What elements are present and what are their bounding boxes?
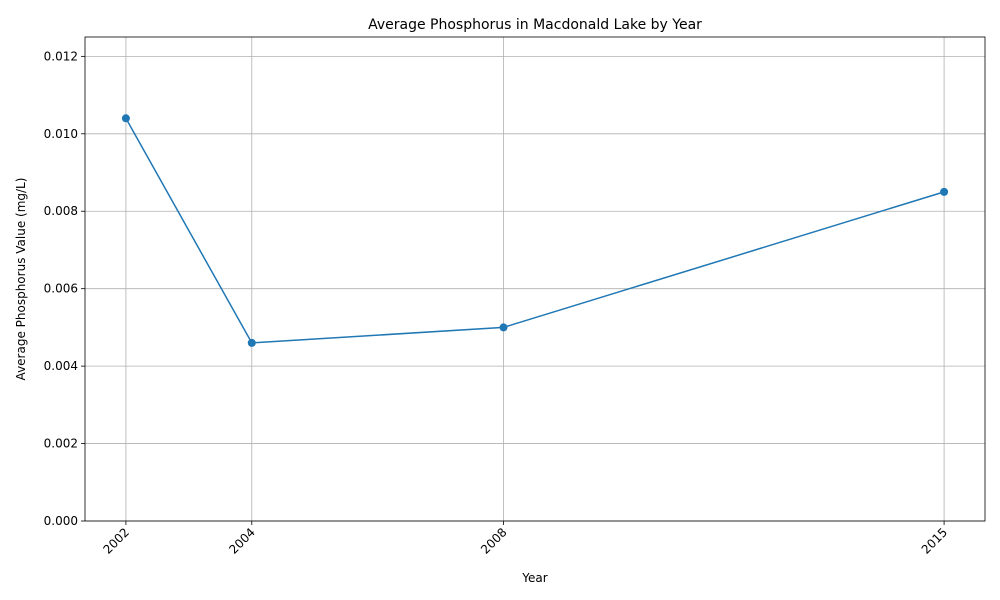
y-axis-label: Average Phosphorus Value (mg/L) bbox=[14, 178, 28, 381]
series-line bbox=[125, 117, 945, 344]
x-tick-label: 2008 bbox=[478, 525, 509, 556]
x-tick-label: 2015 bbox=[919, 525, 950, 556]
y-tick-label: 0.008 bbox=[44, 204, 78, 218]
ticks: 2002 2004 2008 2015 0.000 0.002 0.004 0.006 0.00… bbox=[44, 49, 951, 556]
x-tick-label: 2002 bbox=[101, 525, 132, 556]
grid bbox=[85, 37, 985, 522]
data-point bbox=[499, 323, 508, 332]
y-tick-label: 0.012 bbox=[44, 49, 78, 63]
series-layer bbox=[121, 114, 949, 347]
y-tick-label: 0.000 bbox=[44, 514, 78, 528]
plot-frame bbox=[84, 36, 986, 522]
y-tick-label: 0.010 bbox=[44, 127, 78, 141]
data-point bbox=[121, 114, 130, 123]
data-point bbox=[940, 187, 949, 196]
data-point bbox=[247, 338, 256, 347]
chart-title: Average Phosphorus in Macdonald Lake by … bbox=[368, 17, 702, 33]
y-tick-label: 0.002 bbox=[44, 437, 78, 451]
y-tick-label: 0.004 bbox=[44, 359, 78, 373]
x-tick-label: 2004 bbox=[226, 525, 257, 556]
y-tick-label: 0.006 bbox=[44, 282, 78, 296]
x-axis-label: Year bbox=[521, 571, 547, 585]
